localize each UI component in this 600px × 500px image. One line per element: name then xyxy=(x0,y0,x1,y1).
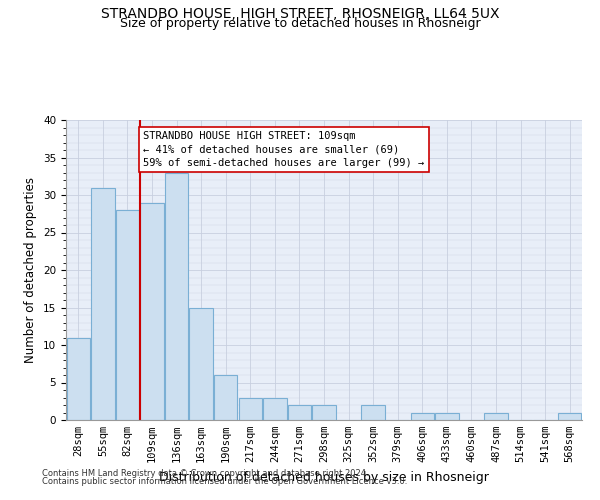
Bar xyxy=(214,375,238,420)
Text: STRANDBO HOUSE, HIGH STREET, RHOSNEIGR, LL64 5UX: STRANDBO HOUSE, HIGH STREET, RHOSNEIGR, … xyxy=(101,8,499,22)
Bar xyxy=(116,210,139,420)
X-axis label: Distribution of detached houses by size in Rhosneigr: Distribution of detached houses by size … xyxy=(159,470,489,484)
Bar xyxy=(67,338,90,420)
Bar xyxy=(140,202,164,420)
Bar xyxy=(239,398,262,420)
Bar xyxy=(263,398,287,420)
Bar xyxy=(165,172,188,420)
Bar xyxy=(361,405,385,420)
Bar xyxy=(288,405,311,420)
Text: Size of property relative to detached houses in Rhosneigr: Size of property relative to detached ho… xyxy=(119,18,481,30)
Bar xyxy=(558,412,581,420)
Bar xyxy=(91,188,115,420)
Bar xyxy=(190,308,213,420)
Bar xyxy=(313,405,335,420)
Text: STRANDBO HOUSE HIGH STREET: 109sqm
← 41% of detached houses are smaller (69)
59%: STRANDBO HOUSE HIGH STREET: 109sqm ← 41%… xyxy=(143,131,425,168)
Bar xyxy=(484,412,508,420)
Bar xyxy=(435,412,458,420)
Y-axis label: Number of detached properties: Number of detached properties xyxy=(25,177,37,363)
Text: Contains HM Land Registry data © Crown copyright and database right 2024.: Contains HM Land Registry data © Crown c… xyxy=(42,468,368,477)
Bar xyxy=(410,412,434,420)
Text: Contains public sector information licensed under the Open Government Licence v3: Contains public sector information licen… xyxy=(42,477,407,486)
